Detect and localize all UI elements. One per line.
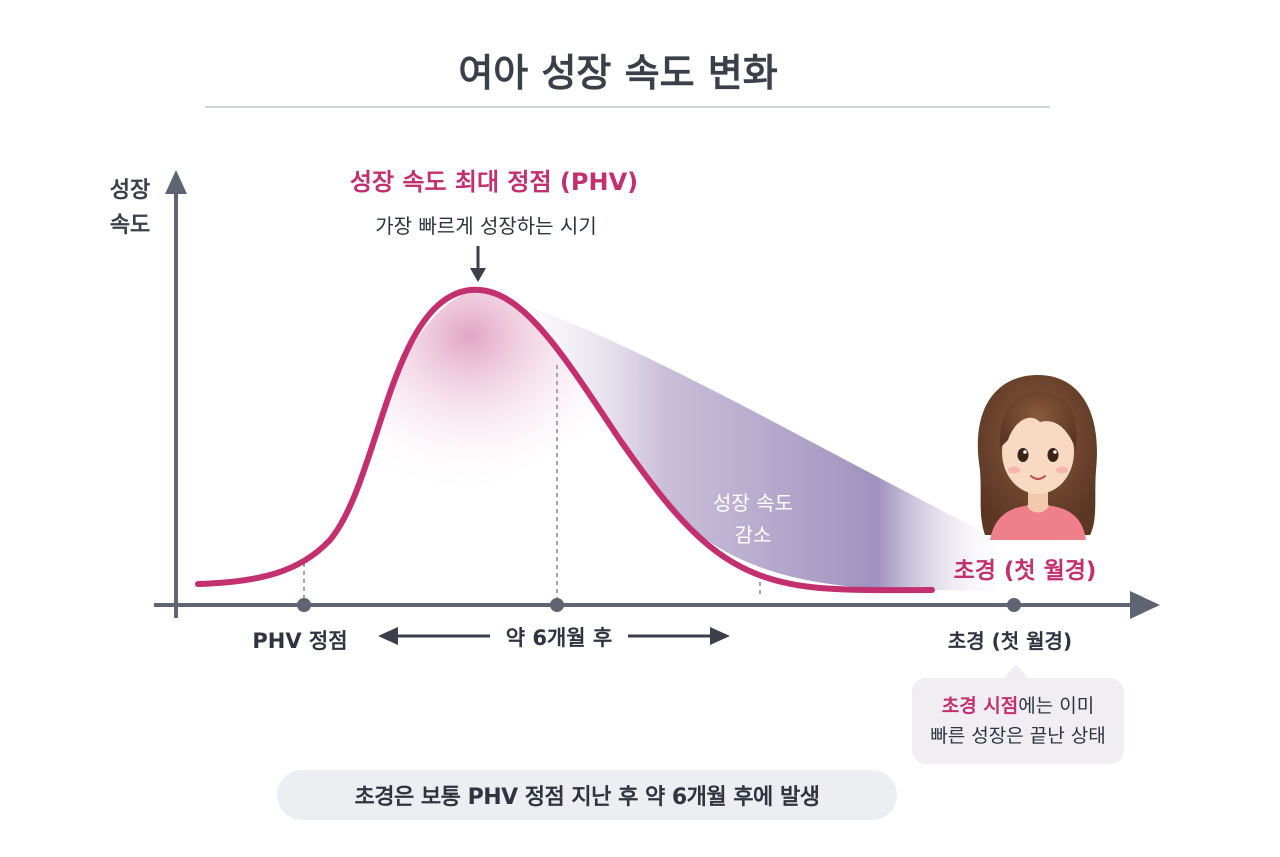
phv-marker — [297, 598, 311, 612]
phv-point-label: PHV 정점 — [252, 629, 347, 653]
bubble-highlight: 초경 시점 — [941, 694, 1019, 717]
y-axis-label-line1: 성장 — [110, 178, 150, 203]
double-arrow-icon — [378, 627, 730, 645]
down-arrow-icon — [470, 246, 486, 282]
menarche-note-bubble: 초경 시점에는 이미 빠른 성장은 끝난 상태 — [912, 664, 1124, 764]
decline-label-line1: 성장 속도 — [713, 491, 793, 515]
bubble-line1: 초경 시점에는 이미 — [942, 691, 1095, 721]
interval-label: 약 6개월 후 — [506, 626, 613, 650]
menarche-callout: 초경 (첫 월경) — [954, 558, 1097, 584]
menarche-marker — [1007, 598, 1021, 612]
decline-shade — [478, 290, 1010, 592]
menarche-point-label: 초경 (첫 월경) — [948, 629, 1072, 653]
y-axis-label-line2: 속도 — [110, 213, 150, 238]
y-axis-arrowhead — [165, 170, 187, 194]
footer-note: 초경은 보통 PHV 정점 지난 후 약 6개월 후에 발생 — [277, 770, 897, 820]
page-title: 여아 성장 속도 변화 — [458, 51, 777, 95]
decline-label-line2: 감소 — [735, 523, 772, 547]
peak-label: 성장 속도 최대 정점 (PHV) — [350, 168, 638, 196]
interval-marker — [550, 598, 564, 612]
peak-sublabel: 가장 빠르게 성장하는 시기 — [375, 214, 596, 238]
bubble-line1-rest: 에는 이미 — [1018, 694, 1095, 717]
bubble-line2: 빠른 성장은 끝난 상태 — [930, 725, 1106, 747]
growth-curve — [195, 286, 935, 594]
girl-avatar-illustration — [977, 375, 1097, 540]
peak-glow — [340, 290, 600, 520]
x-axis-arrowhead — [1130, 591, 1160, 619]
